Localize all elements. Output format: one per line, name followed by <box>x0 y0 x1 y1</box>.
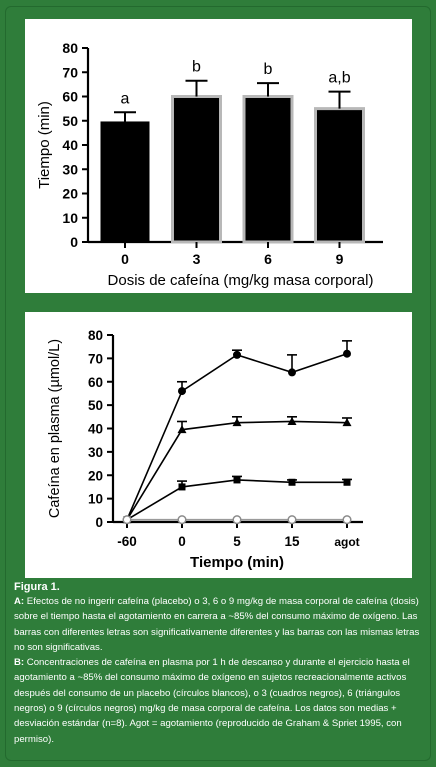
data-point <box>342 515 352 525</box>
series-line <box>126 352 348 520</box>
x-tick-label: 6 <box>264 251 272 267</box>
y-tick-label: 30 <box>88 445 103 460</box>
data-point <box>288 478 296 486</box>
data-point <box>178 483 186 491</box>
y-tick-label: 20 <box>62 186 78 202</box>
y-tick-label: 80 <box>62 40 78 56</box>
chart-panel-b: 0 10 20 30 40 50 60 70 80 -60 0 5 15 agot Cafeína en p… <box>25 312 412 578</box>
y-tick-label: 10 <box>62 210 78 226</box>
y-tick-label: 30 <box>62 161 78 177</box>
series-line <box>126 479 347 521</box>
caption-b: B: Concentraciones de cafeína en plasma … <box>14 655 424 747</box>
data-point <box>287 515 297 525</box>
data-point <box>233 350 241 359</box>
data-point <box>177 515 187 525</box>
y-axis-title: Cafeína en plasma (µmol/L) <box>47 339 63 518</box>
data-point <box>343 349 351 358</box>
y-tick-label: 0 <box>70 234 78 250</box>
caption-b-label: B: <box>14 657 25 669</box>
y-axis-title: Tiempo (min) <box>36 101 53 189</box>
x-tick-label: 5 <box>233 534 241 549</box>
y-tick-label: 70 <box>88 351 103 366</box>
y-tick-label: 50 <box>88 398 103 413</box>
x-tick-label: agot <box>334 535 359 549</box>
y-tick-label: 70 <box>62 64 78 80</box>
caption-title: Figura 1. <box>14 581 60 593</box>
chart-panel-a: 0 10 20 30 40 50 60 70 80 a 0 b 3 b 6 a,b 9 Tiempo (min) D… <box>25 19 412 293</box>
caption-b-text: Concentraciones de cafeína en plasma por… <box>14 657 410 745</box>
x-axis-title: Dosis de cafeína (mg/kg masa corporal) <box>108 272 374 289</box>
data-point <box>178 387 186 396</box>
significance-letter: b <box>264 61 273 78</box>
x-tick-label: 15 <box>284 534 300 549</box>
significance-letter: a <box>121 90 130 107</box>
x-tick-label: 0 <box>178 534 186 549</box>
significance-letter: b <box>192 59 201 76</box>
x-axis-title: Tiempo (min) <box>190 554 284 571</box>
bar <box>171 95 222 244</box>
significance-letter: a,b <box>328 70 350 87</box>
data-point <box>177 425 187 434</box>
y-tick-label: 10 <box>88 492 103 507</box>
data-point <box>287 416 297 425</box>
bar <box>100 121 150 243</box>
caption-a: A: Efectos de no ingerir cafeína (placeb… <box>14 594 424 655</box>
data-point <box>232 515 242 525</box>
x-tick-label: 0 <box>121 251 129 267</box>
bar <box>242 95 294 244</box>
caption-a-text: Efectos de no ingerir cafeína (placebo) … <box>14 596 420 653</box>
x-tick-label: -60 <box>117 534 137 549</box>
y-tick-label: 60 <box>88 375 103 390</box>
data-point <box>288 368 296 377</box>
y-tick-label: 80 <box>88 328 103 343</box>
y-tick-label: 0 <box>95 515 103 530</box>
y-tick-label: 40 <box>62 137 78 153</box>
data-point <box>233 476 241 484</box>
line-chart: 0 10 20 30 40 50 60 70 80 -60 0 5 15 agot Cafeína en p… <box>47 328 363 571</box>
figure-caption: Figura 1. A: Efectos de no ingerir cafeí… <box>14 580 424 747</box>
data-point <box>343 478 351 486</box>
y-tick-label: 20 <box>88 468 103 483</box>
data-point <box>122 515 132 525</box>
y-tick-label: 40 <box>88 422 103 437</box>
series-line <box>126 420 348 521</box>
y-tick-label: 50 <box>62 113 78 129</box>
bar-chart: 0 10 20 30 40 50 60 70 80 a 0 b 3 b 6 a,b 9 Tiempo (min) D… <box>36 40 383 289</box>
bar <box>314 107 365 244</box>
caption-a-label: A: <box>14 596 25 607</box>
x-tick-label: 9 <box>336 251 344 267</box>
data-point <box>342 418 352 427</box>
x-tick-label: 3 <box>193 251 201 267</box>
y-tick-label: 60 <box>62 89 78 105</box>
data-point <box>232 418 242 427</box>
